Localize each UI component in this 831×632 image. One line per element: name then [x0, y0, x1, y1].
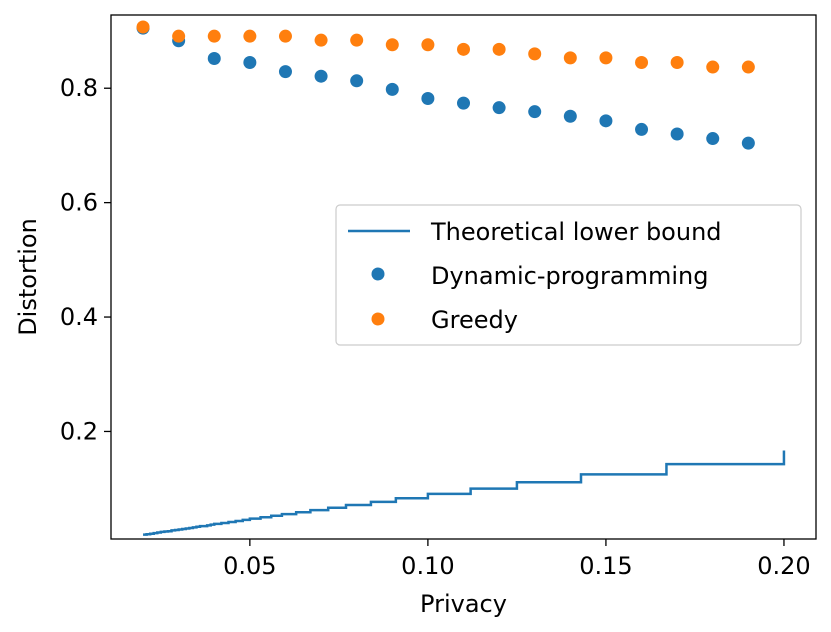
point-greedy [314, 33, 328, 47]
y-tick-label: 0.2 [60, 417, 98, 445]
point-greedy [563, 51, 577, 65]
point-greedy [385, 38, 399, 52]
y-tick-label: 0.6 [60, 189, 98, 217]
point-dynamic-programming [670, 127, 684, 141]
point-greedy [635, 55, 649, 69]
point-greedy [207, 29, 221, 43]
point-greedy [350, 33, 364, 47]
legend-dot-marker-greedy [371, 312, 385, 326]
x-tick-label: 0.10 [401, 552, 454, 580]
point-dynamic-programming [243, 55, 257, 69]
y-tick-label: 0.8 [60, 74, 98, 102]
point-greedy [599, 51, 613, 65]
point-greedy [172, 29, 186, 43]
x-tick-label: 0.20 [757, 552, 810, 580]
point-dynamic-programming [635, 122, 649, 136]
x-axis-label: Privacy [420, 590, 507, 618]
point-greedy [278, 29, 292, 43]
point-greedy [528, 47, 542, 61]
plot-frame [110, 14, 817, 540]
legend-label-theoretical-lower-bound: Theoretical lower bound [430, 218, 722, 246]
legend-label-greedy: Greedy [431, 306, 518, 334]
series-layer [136, 20, 786, 536]
point-dynamic-programming [385, 82, 399, 96]
ticks-layer: 0.05 0.10 0.15 0.20 0.2 0.4 0.6 0.8 [60, 74, 811, 580]
legend: Theoretical lower bound Dynamic-programm… [335, 204, 802, 346]
point-dynamic-programming [457, 96, 470, 110]
point-greedy [706, 60, 720, 74]
x-tick-label: 0.05 [223, 552, 276, 580]
point-dynamic-programming [599, 114, 613, 128]
point-dynamic-programming [278, 65, 292, 79]
x-tick-label: 0.15 [579, 552, 632, 580]
point-greedy [492, 42, 506, 56]
y-axis-label: Distortion [14, 218, 42, 336]
point-greedy [243, 29, 257, 43]
point-dynamic-programming [314, 69, 328, 83]
legend-box [335, 204, 802, 346]
legend-label-dynamic-programming: Dynamic-programming [431, 262, 708, 290]
series-line-theoretical-lower-bound [143, 450, 786, 536]
point-dynamic-programming [563, 109, 577, 123]
point-dynamic-programming [706, 132, 720, 146]
point-greedy [421, 38, 435, 52]
point-dynamic-programming [528, 105, 542, 119]
point-greedy [670, 55, 684, 69]
point-dynamic-programming [350, 74, 364, 88]
point-dynamic-programming [207, 51, 221, 65]
point-greedy [457, 42, 470, 56]
point-dynamic-programming [741, 136, 755, 150]
point-dynamic-programming [492, 101, 506, 115]
y-tick-label: 0.4 [60, 303, 98, 331]
point-dynamic-programming [421, 92, 435, 106]
legend-dot-marker-dynamic-programming [371, 267, 385, 281]
point-greedy [136, 20, 150, 34]
point-greedy [741, 60, 755, 74]
